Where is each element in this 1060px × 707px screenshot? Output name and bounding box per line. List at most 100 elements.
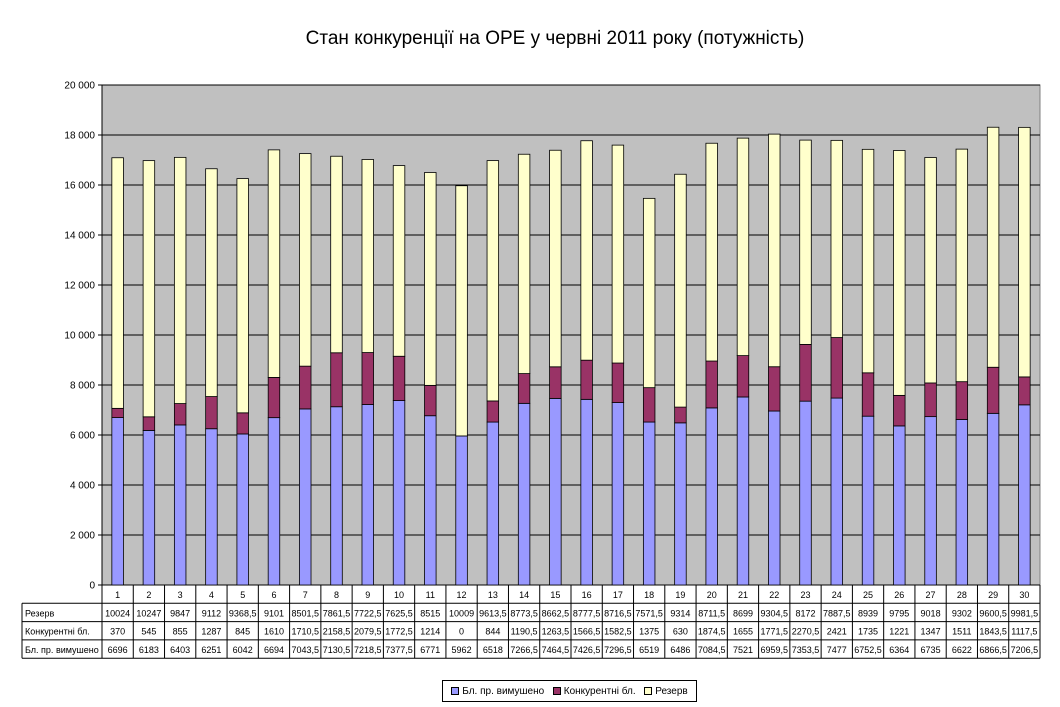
data-label: 1582,5	[604, 627, 632, 637]
legend-label: Резерв	[655, 685, 688, 697]
data-label: 6364	[889, 645, 909, 655]
x-tick-label: 12	[457, 590, 467, 600]
bar-segment	[330, 352, 343, 408]
data-label: 8662,5	[542, 608, 570, 618]
data-label: 6696	[108, 645, 128, 655]
bar-segment	[736, 396, 750, 586]
bar-segment	[986, 412, 1000, 586]
x-tick-label: 28	[957, 590, 967, 600]
data-label: 370	[110, 627, 125, 637]
data-label: 6486	[670, 645, 690, 655]
data-label: 9368,5	[229, 608, 257, 618]
bar-segment	[549, 149, 562, 368]
data-label: 630	[673, 627, 688, 637]
bar-segment	[861, 415, 875, 586]
data-label: 545	[141, 627, 156, 637]
bar-segment	[893, 425, 906, 586]
data-label: 10247	[136, 608, 161, 618]
data-label: 2270,5	[792, 627, 820, 637]
bar-segment	[1018, 126, 1031, 378]
bar-segment	[611, 362, 625, 403]
bar-segment	[267, 417, 281, 586]
bar-segment	[142, 416, 156, 431]
bar-segment	[173, 424, 187, 586]
bar-segment	[830, 139, 843, 338]
legend-entry: Конкурентні бл.	[552, 685, 636, 697]
bar-segment	[924, 382, 937, 418]
data-label: 844	[485, 627, 500, 637]
x-tick-label: 30	[1019, 590, 1029, 600]
table-row-header: Бл. пр. вимушено	[25, 645, 99, 655]
data-label: 6519	[639, 645, 659, 655]
bar-segment	[893, 150, 906, 396]
data-label: 7206,5	[1011, 645, 1039, 655]
data-label: 7043,5	[291, 645, 319, 655]
x-tick-label: 19	[675, 590, 685, 600]
bar-segment	[736, 355, 750, 398]
y-tick-label: 8 000	[70, 381, 95, 392]
y-tick-label: 12 000	[64, 281, 95, 292]
bar-segment	[142, 430, 156, 586]
x-tick-label: 5	[240, 590, 245, 600]
bar-segment	[236, 412, 249, 435]
data-label: 6771	[420, 645, 440, 655]
bar-segment	[611, 144, 625, 364]
data-label: 6622	[952, 645, 972, 655]
x-tick-label: 3	[178, 590, 183, 600]
bar-segment	[924, 157, 937, 384]
bar-segment	[361, 352, 374, 405]
data-label: 7296,5	[604, 645, 632, 655]
data-label: 1710,5	[291, 627, 319, 637]
bar-segment	[674, 422, 687, 586]
y-tick-label: 14 000	[64, 231, 95, 242]
data-label: 1772,5	[385, 627, 413, 637]
x-tick-label: 15	[550, 590, 560, 600]
data-label: 1190,5	[511, 627, 538, 637]
bar-segment	[799, 400, 812, 586]
bar-segment	[580, 398, 593, 586]
x-tick-label: 10	[394, 590, 404, 600]
y-tick-label: 0	[89, 581, 95, 592]
data-label: 9795	[889, 608, 909, 618]
bar-segment	[236, 178, 249, 414]
data-label: 9112	[202, 608, 221, 618]
data-label: 2421	[827, 627, 847, 637]
bar-segment	[955, 419, 969, 586]
y-tick-label: 6 000	[70, 431, 95, 442]
y-tick-label: 10 000	[64, 331, 95, 342]
data-label: 1566,5	[573, 627, 601, 637]
x-tick-label: 14	[519, 590, 529, 600]
x-tick-label: 13	[488, 590, 498, 600]
bar-segment	[267, 376, 281, 419]
bar-segment	[830, 397, 843, 586]
legend-swatch	[552, 687, 561, 695]
data-label: 7426,5	[573, 645, 601, 655]
data-label: 1843,5	[979, 627, 1007, 637]
data-label: 6866,5	[979, 645, 1007, 655]
data-label: 7861,5	[323, 608, 351, 618]
data-label: 9613,5	[479, 608, 507, 618]
data-label: 1214	[420, 627, 440, 637]
chart-legend: Бл. пр. вимушено Конкурентні бл. Резерв	[442, 680, 697, 702]
data-label: 1287	[201, 627, 221, 637]
bar-segment	[486, 400, 500, 423]
x-tick-label: 24	[832, 590, 842, 600]
bar-segment	[642, 197, 656, 389]
bar-segment	[111, 417, 124, 586]
y-tick-label: 18 000	[64, 131, 95, 142]
data-label: 1735	[858, 627, 878, 637]
bar-segment	[924, 416, 937, 586]
data-label: 0	[459, 627, 464, 637]
bar-segment	[330, 406, 343, 586]
bar-segment	[142, 160, 156, 418]
data-label: 1263,5	[542, 627, 570, 637]
x-tick-label: 17	[613, 590, 623, 600]
bar-segment	[674, 173, 687, 408]
legend-label: Конкурентні бл.	[563, 685, 636, 697]
x-tick-label: 22	[769, 590, 779, 600]
bar-segment	[517, 402, 531, 586]
bar-segment	[955, 148, 969, 383]
bar-segment	[455, 185, 468, 437]
data-label: 6042	[233, 645, 253, 655]
data-label: 2158,5	[323, 627, 351, 637]
